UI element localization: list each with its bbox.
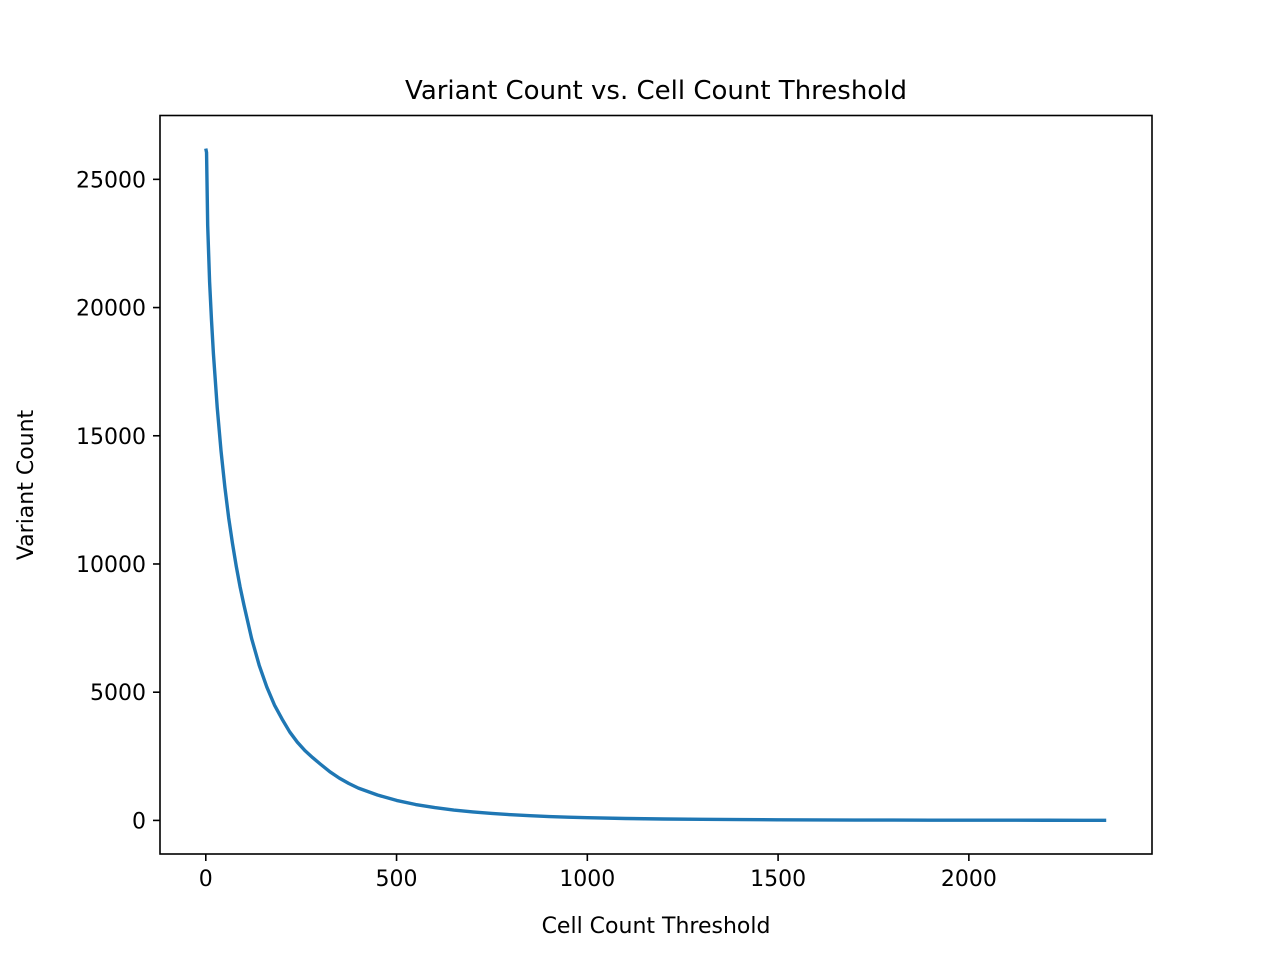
plot-frame <box>159 114 1153 855</box>
y-tick-label: 20000 <box>76 297 146 322</box>
chart-title: Variant Count vs. Cell Count Threshold <box>405 76 907 106</box>
x-tick-label: 1000 <box>559 867 615 892</box>
y-tick-label: 5000 <box>90 681 146 706</box>
x-tick-label: 1500 <box>750 867 806 892</box>
x-axis-ticks: 0 500 1000 1500 2000 <box>199 854 997 892</box>
series-line-0 <box>204 148 1107 822</box>
x-tick-label: 500 <box>376 867 418 892</box>
x-axis-label: Cell Count Threshold <box>542 914 771 939</box>
x-tick-label: 0 <box>199 867 213 892</box>
y-tick-label: 10000 <box>76 553 146 578</box>
y-axis-label: Variant Count <box>14 409 39 560</box>
y-tick-label: 15000 <box>76 425 146 450</box>
y-tick-label: 0 <box>132 809 146 834</box>
x-tick-label: 2000 <box>941 867 997 892</box>
series-layer <box>204 148 1107 822</box>
y-axis-ticks: 0 5000 10000 15000 20000 25000 <box>76 168 160 834</box>
y-tick-label: 25000 <box>76 168 146 193</box>
